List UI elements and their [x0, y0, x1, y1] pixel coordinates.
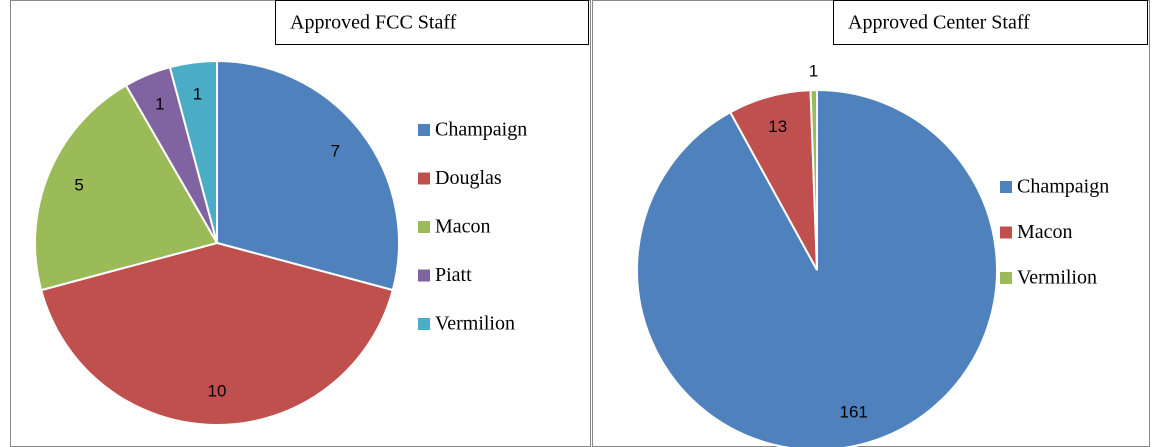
legend-label: Piatt [435, 264, 472, 286]
title-box [833, 0, 1148, 45]
pie-slice [216, 59, 400, 292]
legend-label: Champaign [435, 119, 527, 141]
legend-label: Vermilion [1017, 267, 1097, 289]
data-label: 1 [193, 85, 202, 104]
legend-label: Macon [435, 216, 491, 238]
data-label: 1 [155, 95, 164, 114]
legend-label: Macon [1017, 221, 1073, 243]
legend-swatch [1000, 226, 1012, 239]
data-label: 10 [208, 382, 227, 401]
data-label: 161 [840, 402, 868, 421]
data-label: 1 [809, 62, 818, 81]
data-label: 7 [331, 142, 340, 161]
legend-label: Champaign [1017, 176, 1109, 198]
data-label: 13 [768, 117, 787, 136]
legend-label: Douglas [435, 167, 502, 189]
pie-slice [168, 59, 218, 244]
legend-swatch [418, 124, 430, 136]
legend-swatch [418, 269, 430, 282]
title-box [275, 0, 589, 45]
legend-swatch [1000, 272, 1012, 284]
pie-slice [636, 88, 998, 447]
pie-chart: 7 10 5 1 1 Champaign Douglas Macon Piatt Vermilio… [34, 0, 589, 426]
pie-slice [39, 241, 395, 426]
chart-title: Approved FCC Staff [290, 12, 457, 34]
legend-swatch [418, 221, 430, 233]
legend-swatch [1000, 181, 1012, 193]
pie-chart: 161 13 1 Champaign Macon Vermilion Approved Ce… [636, 0, 1148, 447]
chart-title: Approved Center Staff [848, 12, 1030, 34]
legend-swatch [418, 318, 430, 330]
pie-slice [809, 88, 818, 271]
legend-swatch [418, 172, 430, 185]
pie-slice [34, 84, 219, 292]
data-label: 5 [74, 175, 83, 194]
legend-label: Vermilion [435, 313, 515, 335]
